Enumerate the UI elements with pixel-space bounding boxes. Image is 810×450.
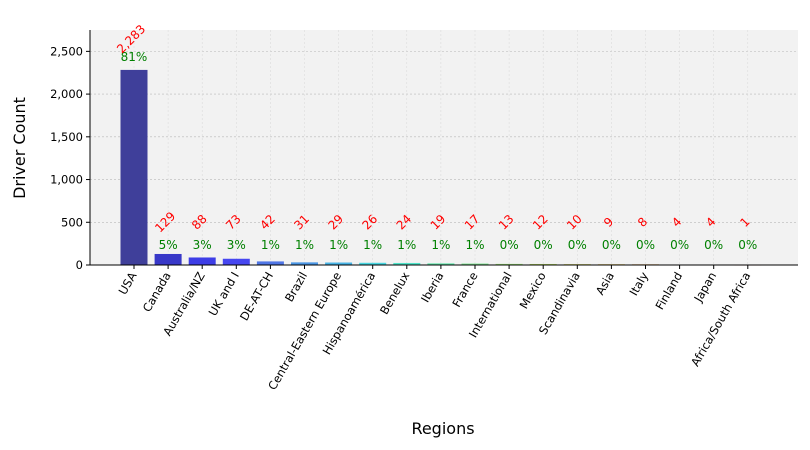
bar <box>461 263 489 265</box>
percent-label: 1% <box>363 238 382 252</box>
bar <box>291 262 318 265</box>
bar <box>188 257 216 265</box>
bar <box>222 258 250 265</box>
bar <box>359 262 387 265</box>
x-tick-label: Japan <box>691 270 720 306</box>
bar <box>529 263 557 265</box>
bar <box>325 262 353 265</box>
percent-label: 0% <box>738 238 757 252</box>
percent-label: 0% <box>704 238 723 252</box>
percent-label: 3% <box>193 238 212 252</box>
y-tick-label: 500 <box>61 215 83 229</box>
y-tick-label: 2,500 <box>50 44 83 58</box>
bar <box>154 253 182 265</box>
percent-label: 1% <box>397 238 416 252</box>
x-tick-label: DE-AT-CH <box>237 270 276 324</box>
percent-label: 0% <box>670 238 689 252</box>
percent-label: 3% <box>227 238 246 252</box>
percent-label: 0% <box>500 238 519 252</box>
y-tick-label: 0 <box>76 258 83 272</box>
bar <box>256 261 284 265</box>
percent-label: 1% <box>261 238 280 252</box>
x-tick-label: Canada <box>140 270 174 315</box>
y-tick-label: 1,000 <box>50 173 83 187</box>
x-tick-label: France <box>449 270 480 310</box>
bar <box>495 263 523 265</box>
y-tick-label: 1,500 <box>50 130 83 144</box>
percent-label: 1% <box>465 238 484 252</box>
x-tick-label: Italy <box>626 269 651 298</box>
percent-label: 5% <box>159 238 178 252</box>
y-axis-ticks: 0 500 1,000 1,500 2,000 2,500 <box>50 44 90 272</box>
percent-label: 1% <box>431 238 450 252</box>
x-tick-label: Benelux <box>377 269 413 317</box>
data-labels: 81%2,2835%1293%883%731%421%311%291%261%2… <box>114 22 757 252</box>
bar <box>120 69 148 265</box>
plot-background <box>90 30 798 265</box>
x-tick-label: Asia <box>593 270 617 298</box>
percent-label: 1% <box>295 238 314 252</box>
bar <box>393 262 421 265</box>
x-tick-label: Brazil <box>282 270 310 305</box>
x-tick-label: UK and I <box>206 270 242 319</box>
grid-lines <box>90 30 798 265</box>
percent-label: 1% <box>329 238 348 252</box>
percent-label: 0% <box>534 238 553 252</box>
x-tick-label: USA <box>116 269 140 297</box>
y-axis-title: Driver Count <box>10 97 29 199</box>
bar <box>427 263 455 265</box>
y-tick-label: 2,000 <box>50 87 83 101</box>
x-tick-label: Iberia <box>418 270 446 305</box>
percent-label: 0% <box>568 238 587 252</box>
x-tick-label: Mexico <box>517 270 549 312</box>
percent-label: 0% <box>602 238 621 252</box>
percent-label: 81% <box>121 50 148 64</box>
x-tick-label: Finland <box>653 270 686 313</box>
percent-label: 0% <box>636 238 655 252</box>
x-axis-title: Regions <box>411 419 474 438</box>
